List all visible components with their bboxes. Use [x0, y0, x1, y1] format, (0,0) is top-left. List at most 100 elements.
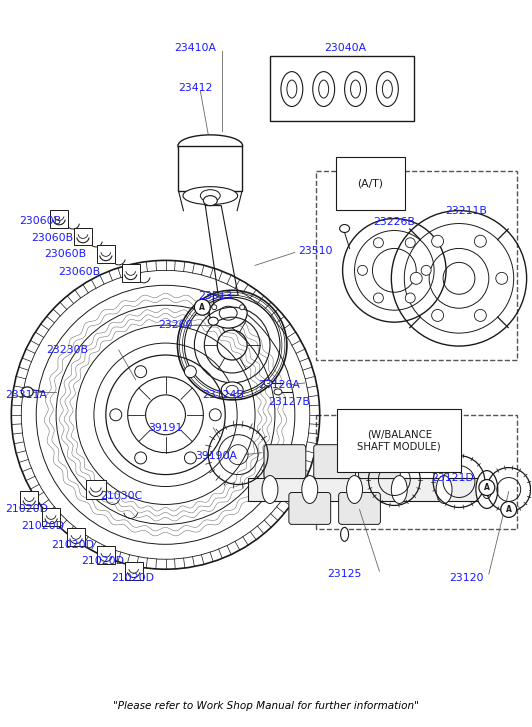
Ellipse shape	[221, 382, 243, 398]
Text: A: A	[506, 505, 512, 514]
Ellipse shape	[264, 380, 272, 386]
Ellipse shape	[262, 475, 278, 504]
Circle shape	[110, 409, 122, 421]
Text: 23060B: 23060B	[58, 268, 100, 278]
Text: 21020D: 21020D	[81, 556, 124, 566]
Text: 23510: 23510	[298, 246, 332, 257]
Ellipse shape	[209, 298, 247, 328]
Circle shape	[501, 502, 517, 518]
Ellipse shape	[482, 481, 492, 499]
FancyBboxPatch shape	[289, 492, 331, 524]
Circle shape	[358, 265, 368, 276]
Text: 23060B: 23060B	[31, 233, 73, 243]
FancyBboxPatch shape	[359, 445, 400, 478]
Circle shape	[496, 273, 508, 284]
Ellipse shape	[339, 225, 350, 233]
Circle shape	[135, 366, 147, 377]
Bar	[124, 562, 143, 580]
Circle shape	[373, 293, 384, 303]
Text: 21020D: 21020D	[51, 540, 94, 550]
Text: 21020D: 21020D	[111, 573, 154, 583]
Circle shape	[421, 265, 431, 276]
Text: 23120: 23120	[449, 573, 484, 583]
FancyBboxPatch shape	[314, 445, 355, 478]
Text: 23311A: 23311A	[5, 390, 47, 400]
Bar	[270, 56, 414, 121]
Bar	[86, 480, 106, 499]
Circle shape	[479, 480, 495, 496]
Ellipse shape	[274, 389, 282, 395]
Ellipse shape	[476, 470, 498, 508]
Ellipse shape	[319, 80, 329, 98]
Text: 23124B: 23124B	[202, 390, 244, 400]
Ellipse shape	[239, 305, 245, 310]
Bar	[74, 228, 92, 246]
Ellipse shape	[212, 305, 217, 310]
Circle shape	[475, 310, 486, 321]
Circle shape	[209, 409, 221, 421]
Bar	[97, 546, 115, 564]
Text: 23311B: 23311B	[358, 196, 400, 206]
Circle shape	[185, 452, 196, 464]
Ellipse shape	[346, 475, 362, 504]
Bar	[20, 491, 38, 508]
Text: 23040A: 23040A	[325, 43, 367, 53]
FancyBboxPatch shape	[264, 445, 306, 478]
Text: 21020D: 21020D	[5, 505, 48, 515]
Text: A: A	[484, 483, 490, 492]
Ellipse shape	[203, 196, 217, 206]
Circle shape	[373, 238, 384, 248]
Text: 23412: 23412	[178, 83, 213, 93]
Circle shape	[405, 238, 415, 248]
Text: 39190A: 39190A	[195, 451, 237, 461]
Text: 21030C: 21030C	[100, 491, 142, 500]
Ellipse shape	[226, 385, 238, 394]
Ellipse shape	[183, 187, 238, 204]
Text: 23211B: 23211B	[445, 206, 487, 216]
Text: (A/T): (A/T)	[358, 179, 384, 189]
Ellipse shape	[377, 72, 398, 106]
FancyBboxPatch shape	[339, 492, 380, 524]
Circle shape	[185, 366, 196, 377]
Bar	[248, 478, 489, 502]
Text: 23513: 23513	[198, 292, 232, 301]
Bar	[50, 209, 68, 228]
Text: 23127B: 23127B	[268, 397, 310, 407]
Circle shape	[431, 310, 444, 321]
Ellipse shape	[383, 80, 392, 98]
Bar	[178, 146, 242, 190]
Ellipse shape	[201, 190, 220, 201]
Text: 23111: 23111	[354, 415, 388, 425]
Text: 23125: 23125	[328, 569, 362, 579]
Ellipse shape	[436, 475, 452, 504]
Text: 23060B: 23060B	[19, 216, 61, 225]
Ellipse shape	[178, 135, 243, 157]
Ellipse shape	[313, 72, 335, 106]
Text: 24340: 24340	[377, 462, 412, 472]
Circle shape	[194, 300, 210, 316]
Ellipse shape	[21, 387, 33, 397]
Text: 23121D: 23121D	[431, 473, 474, 483]
Text: 23260: 23260	[159, 320, 193, 330]
Circle shape	[431, 236, 444, 247]
Bar	[97, 246, 115, 263]
Text: 23126A: 23126A	[258, 380, 300, 390]
Bar	[122, 265, 140, 282]
Ellipse shape	[351, 80, 361, 98]
Circle shape	[405, 293, 415, 303]
Bar	[67, 529, 85, 546]
Circle shape	[410, 273, 422, 284]
Text: 23230B: 23230B	[46, 345, 88, 355]
Circle shape	[135, 452, 147, 464]
Text: 39191: 39191	[148, 423, 183, 433]
Text: 23410A: 23410A	[174, 43, 217, 53]
Ellipse shape	[392, 475, 408, 504]
Ellipse shape	[287, 80, 297, 98]
Bar	[42, 508, 60, 526]
Ellipse shape	[219, 306, 237, 320]
Text: A: A	[200, 302, 205, 312]
Text: 21020D: 21020D	[21, 521, 64, 531]
Ellipse shape	[345, 72, 367, 106]
Text: 23060B: 23060B	[44, 249, 86, 260]
Text: "Please refer to Work Shop Manual for further information": "Please refer to Work Shop Manual for fu…	[113, 701, 419, 711]
